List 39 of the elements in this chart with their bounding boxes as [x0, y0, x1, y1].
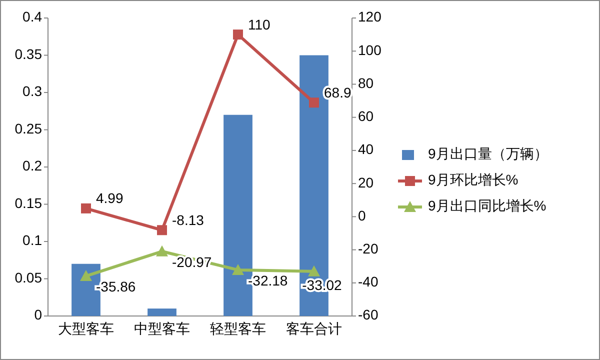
- xtick: 大型客车: [58, 320, 114, 337]
- y2tick: 40: [358, 141, 374, 158]
- point: [157, 225, 167, 236]
- ytick: 0.15: [14, 194, 42, 211]
- ytick: 0.3: [22, 83, 42, 100]
- y2tick: 120: [358, 8, 382, 25]
- xtick: 客车合计: [286, 320, 342, 337]
- point: [308, 265, 320, 276]
- ytick: 0.1: [22, 232, 42, 248]
- label: -20.97: [172, 254, 212, 270]
- ytick: 0.4: [22, 8, 42, 25]
- y2tick: -60: [358, 306, 378, 323]
- point: [233, 30, 243, 40]
- label: 4.99: [96, 190, 124, 206]
- ytick: 0.35: [14, 46, 42, 62]
- legend-entry: 9月环比增长%: [428, 172, 518, 188]
- label: -8.13: [172, 212, 204, 228]
- xtick: 轻型客车: [210, 320, 266, 337]
- point: [156, 245, 168, 256]
- point: [80, 270, 92, 282]
- ytick: 0.2: [22, 158, 42, 174]
- point: [232, 264, 244, 275]
- y2tick: -20: [358, 240, 378, 256]
- y2tick: 0: [358, 207, 366, 224]
- y2tick: 20: [358, 174, 374, 190]
- point: [309, 98, 319, 108]
- y2tick: 100: [358, 42, 382, 58]
- ytick: 0.25: [14, 120, 42, 136]
- ytick: 0: [34, 306, 42, 323]
- bar: [148, 308, 176, 316]
- point: [81, 203, 91, 214]
- ytick: 0.05: [14, 269, 42, 286]
- y2tick: 80: [358, 74, 374, 91]
- y2tick: 60: [358, 108, 374, 124]
- legend-entry: 9月出口量（万辆）: [428, 146, 548, 162]
- xtick: 中型客车: [134, 320, 190, 337]
- label: 110: [248, 16, 270, 32]
- y2tick: -40: [358, 274, 378, 290]
- legend-entry: 9月出口同比增长%: [428, 198, 546, 214]
